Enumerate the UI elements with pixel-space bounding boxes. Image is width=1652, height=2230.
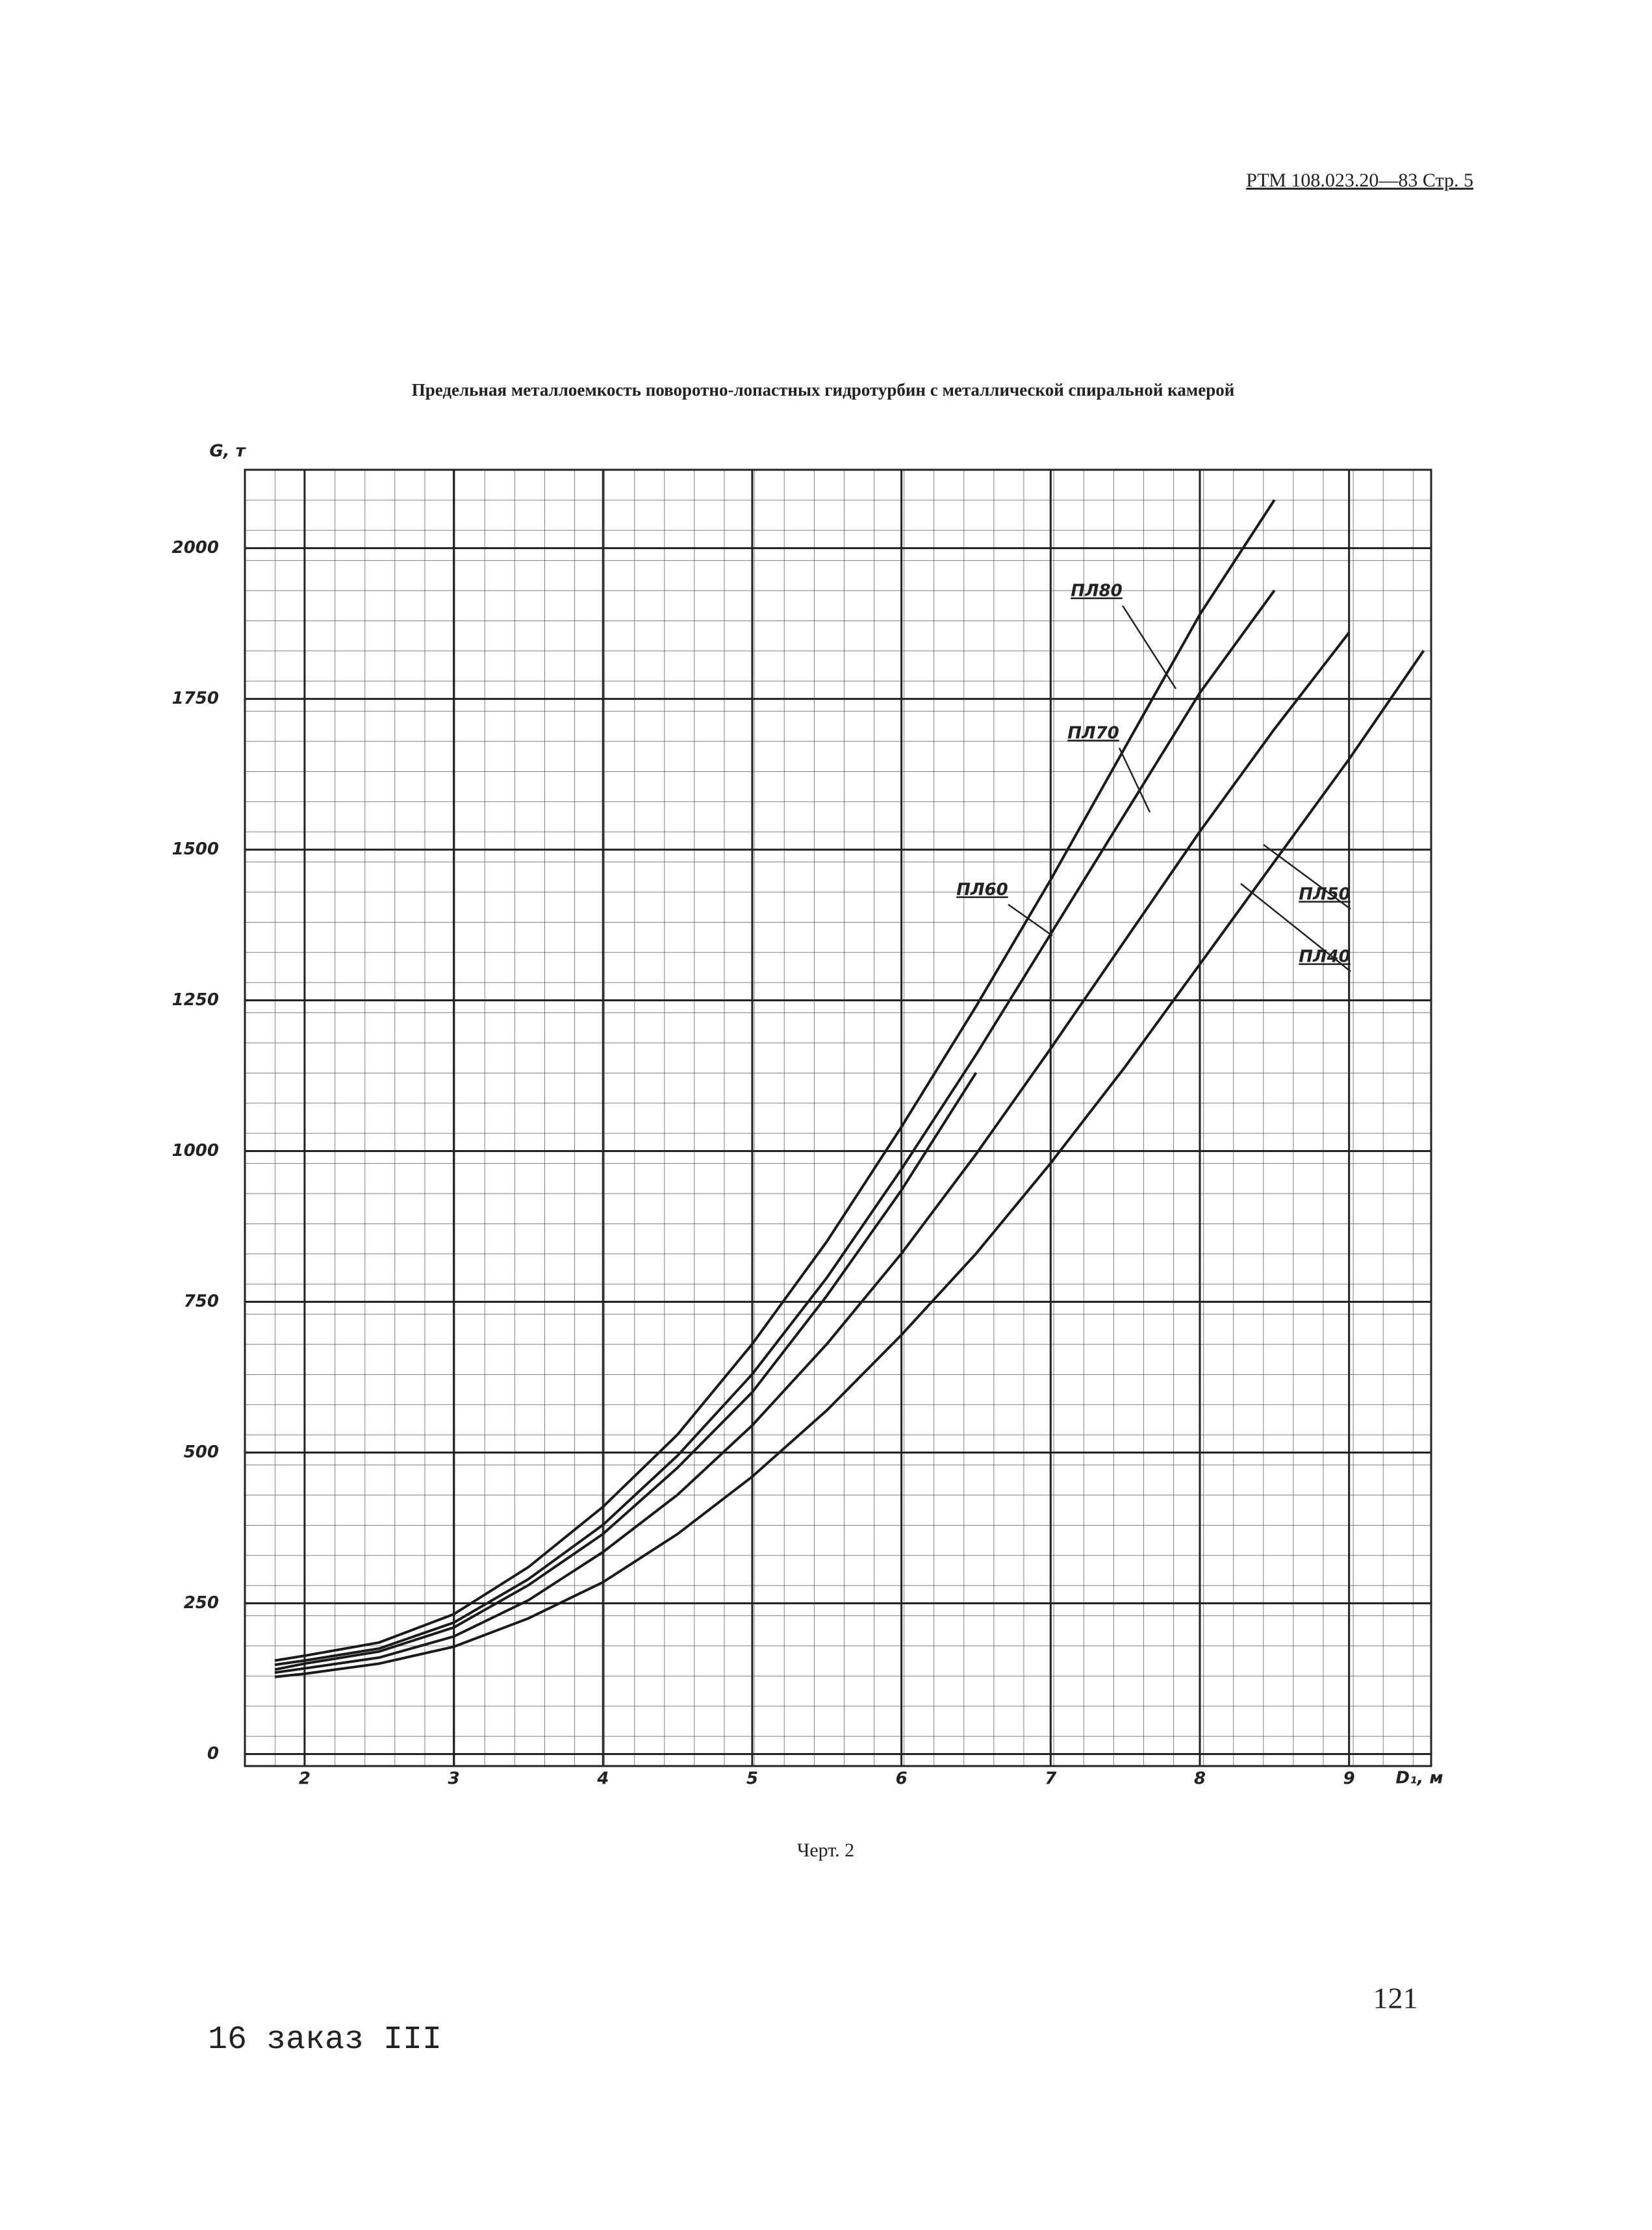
x-tick-label: 8 bbox=[1194, 1769, 1206, 1789]
x-tick-label: 5 bbox=[746, 1769, 758, 1789]
y-axis-label: G, т bbox=[209, 442, 246, 461]
series-label: ПЛ80 bbox=[1071, 582, 1123, 601]
series-line bbox=[274, 589, 1276, 1667]
series-line bbox=[274, 650, 1425, 1678]
x-tick-label: 9 bbox=[1343, 1769, 1355, 1789]
y-tick-label: 1750 bbox=[172, 689, 219, 708]
x-tick-label: 3 bbox=[448, 1769, 460, 1789]
y-tick-label: 1500 bbox=[172, 839, 219, 859]
series-label: ПЛ50 bbox=[1299, 885, 1351, 904]
header: РТМ 108.023.20—83 Стр. 5 bbox=[1246, 170, 1473, 191]
y-tick-label: 1250 bbox=[172, 990, 219, 1010]
y-tick-label: 2000 bbox=[172, 538, 219, 558]
y-tick-label: 1000 bbox=[172, 1141, 219, 1160]
leader-line bbox=[1121, 605, 1177, 689]
y-tick-label: 750 bbox=[184, 1292, 219, 1311]
footer: 16 заказ III bbox=[208, 2021, 442, 2058]
series-line bbox=[274, 1071, 978, 1671]
series-label: ПЛ40 bbox=[1299, 947, 1351, 967]
x-tick-label: 6 bbox=[896, 1769, 908, 1789]
series-line bbox=[274, 499, 1276, 1662]
y-tick-label: 500 bbox=[184, 1442, 219, 1462]
x-tick-label: 2 bbox=[299, 1769, 311, 1789]
leader-line bbox=[1008, 903, 1053, 937]
series-label: ПЛ70 bbox=[1067, 724, 1119, 743]
leader-line bbox=[1118, 747, 1151, 813]
x-axis-label: D₁, м bbox=[1395, 1769, 1443, 1788]
caption: Черт. 2 bbox=[797, 1839, 854, 1861]
x-tick-label: 7 bbox=[1045, 1769, 1057, 1789]
series-line bbox=[274, 632, 1351, 1674]
chart-title: Предельная металлоемкость поворотно-лопа… bbox=[412, 380, 1235, 400]
y-tick-label: 250 bbox=[184, 1593, 219, 1613]
leader-line bbox=[1240, 883, 1351, 972]
plot-area bbox=[244, 468, 1432, 1767]
page-number: 121 bbox=[1373, 1982, 1418, 2015]
series-label: ПЛ60 bbox=[956, 880, 1008, 900]
x-tick-label: 4 bbox=[596, 1769, 609, 1789]
y-tick-label: 0 bbox=[207, 1744, 219, 1763]
